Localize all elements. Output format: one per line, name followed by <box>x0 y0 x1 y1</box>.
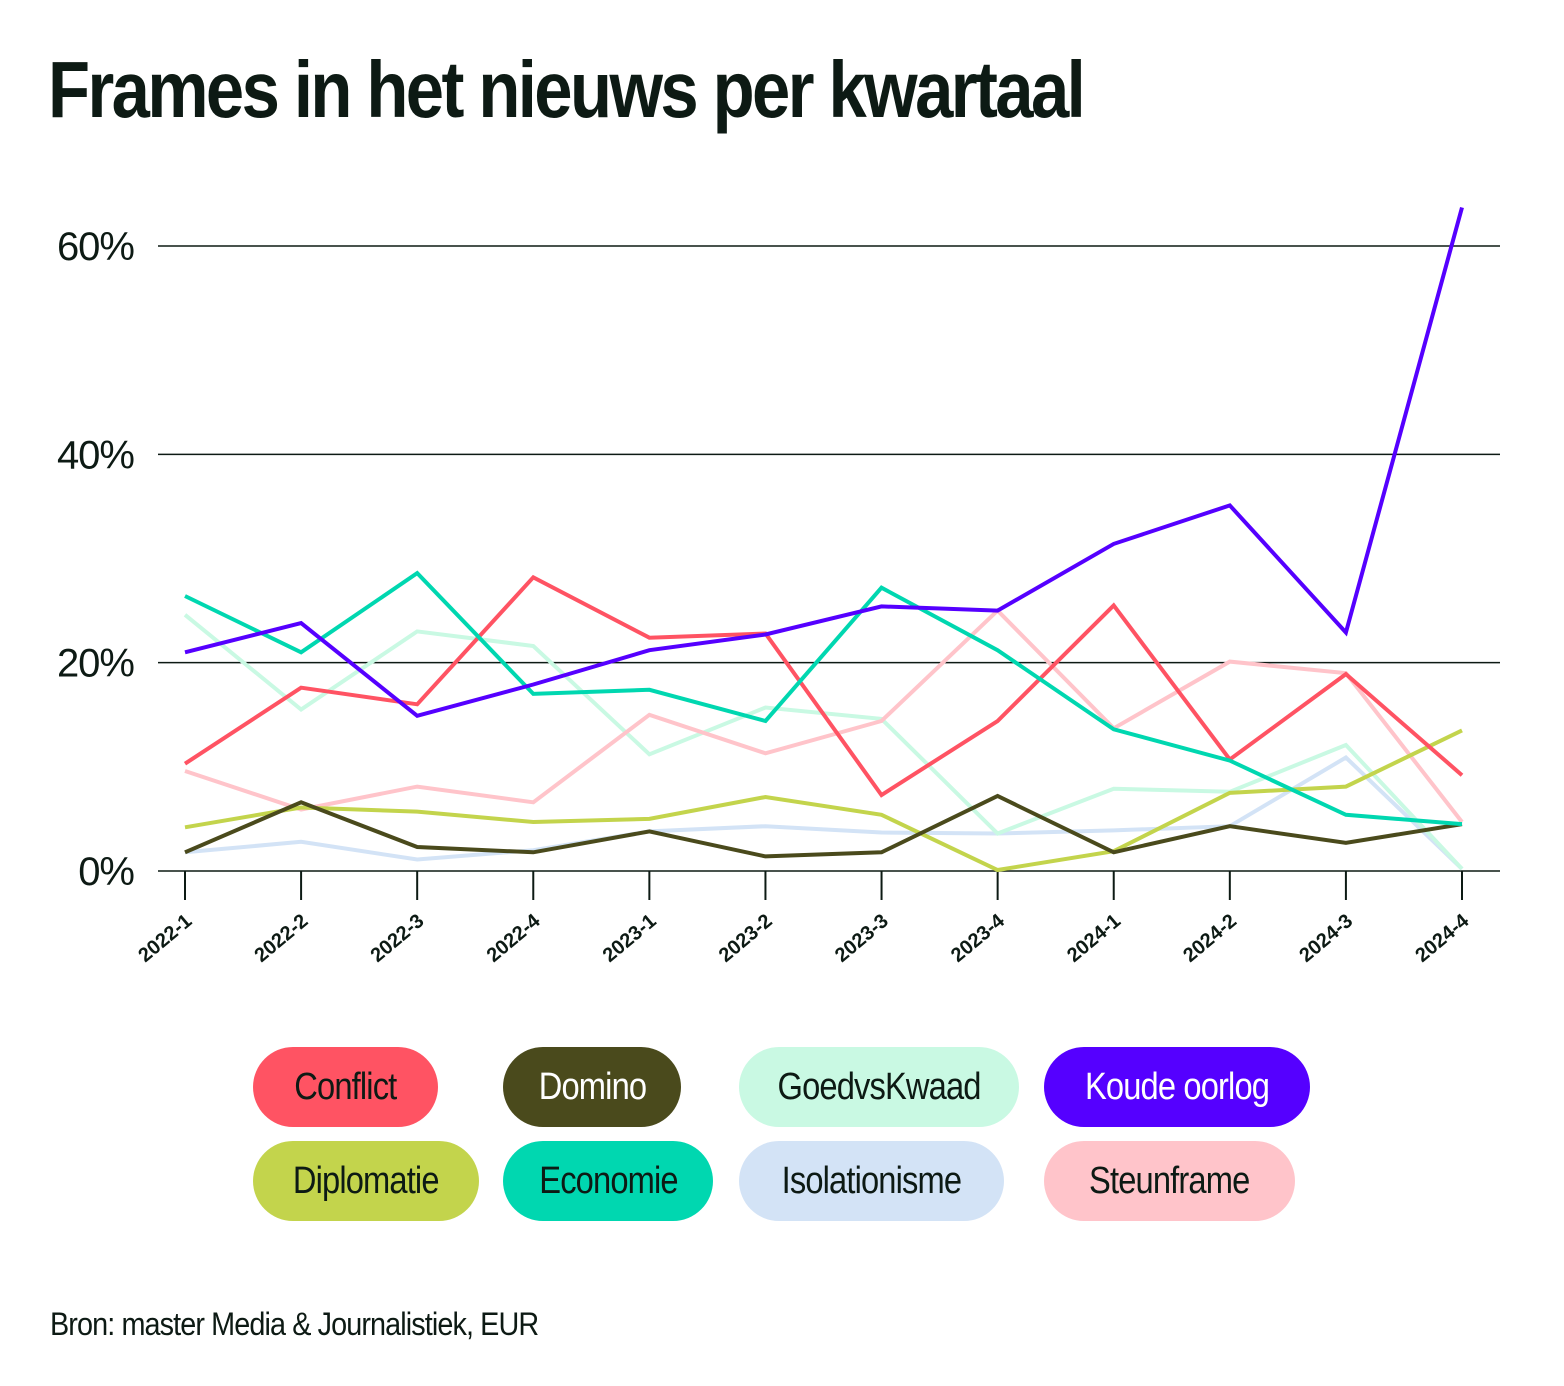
legend-item-domino: Domino <box>503 1047 681 1127</box>
series-line-isolationisme <box>184 755 1464 871</box>
x-tick-label: 2023-3 <box>831 910 893 967</box>
legend-label: Isolationisme <box>781 1159 962 1202</box>
legend-label: Economie <box>538 1159 678 1202</box>
series-line-conflict <box>183 574 1464 798</box>
legend-label: Koude oorlog <box>1084 1065 1270 1108</box>
legend-item-isolationisme: Isolationisme <box>739 1141 1004 1221</box>
legend-item-diplomatie: Diplomatie <box>253 1141 479 1221</box>
series-line-diplomatie <box>184 728 1463 873</box>
x-tick-label: 2023-4 <box>947 909 1010 966</box>
legend-label: GoedvsKwaad <box>777 1065 981 1108</box>
series-lines <box>183 206 1464 873</box>
legend-item-steunframe: Steunframe <box>1044 1141 1295 1221</box>
series-line-steunframe <box>184 607 1464 824</box>
x-tick-label: 2022-3 <box>367 910 429 967</box>
y-axis-ticks: 0% 20% 40% 60% <box>57 225 135 894</box>
x-tick-label: 2022-1 <box>134 910 196 967</box>
chart-title: Frames in het nieuws per kwartaal <box>48 45 1086 134</box>
legend-label: Diplomatie <box>293 1159 440 1202</box>
x-tick-label: 2022-4 <box>483 909 546 966</box>
y-tick-label: 20% <box>57 642 134 686</box>
series-line-domino <box>184 793 1463 859</box>
series-line-koude-oorlog <box>184 206 1464 718</box>
x-tick-label: 2023-1 <box>599 910 661 967</box>
legend-item-goedvskwaad: GoedvsKwaad <box>739 1047 1019 1127</box>
grid-lines <box>158 245 1500 872</box>
x-tick-label: 2024-3 <box>1295 910 1357 967</box>
line-chart: 0% 20% 40% 60% 2022-1 2022-2 2022-3 2022-4 2023… <box>57 206 1500 967</box>
legend-item-koude-oorlog: Koude oorlog <box>1044 1047 1310 1127</box>
legend-label: Steunframe <box>1089 1159 1250 1202</box>
x-tick-label: 2023-2 <box>715 910 777 967</box>
x-tick-label: 2024-2 <box>1179 910 1241 967</box>
legend-item-economie: Economie <box>503 1141 713 1221</box>
legend-label: Conflict <box>294 1065 397 1108</box>
x-tick-label: 2024-1 <box>1063 910 1125 967</box>
x-axis: 2022-1 2022-2 2022-3 2022-4 2023-1 2023-2 2023… <box>134 871 1474 967</box>
y-tick-label: 40% <box>57 433 134 477</box>
y-tick-label: 0% <box>78 850 134 894</box>
legend-label: Domino <box>538 1065 646 1108</box>
x-tick-label: 2024-4 <box>1411 909 1474 966</box>
x-tick-label: 2022-2 <box>250 910 312 967</box>
legend-item-conflict: Conflict <box>253 1047 438 1127</box>
y-tick-label: 60% <box>57 225 134 269</box>
source-note: Bron: master Media & Journalistiek, EUR <box>50 1306 539 1342</box>
series-line-economie <box>184 570 1463 827</box>
